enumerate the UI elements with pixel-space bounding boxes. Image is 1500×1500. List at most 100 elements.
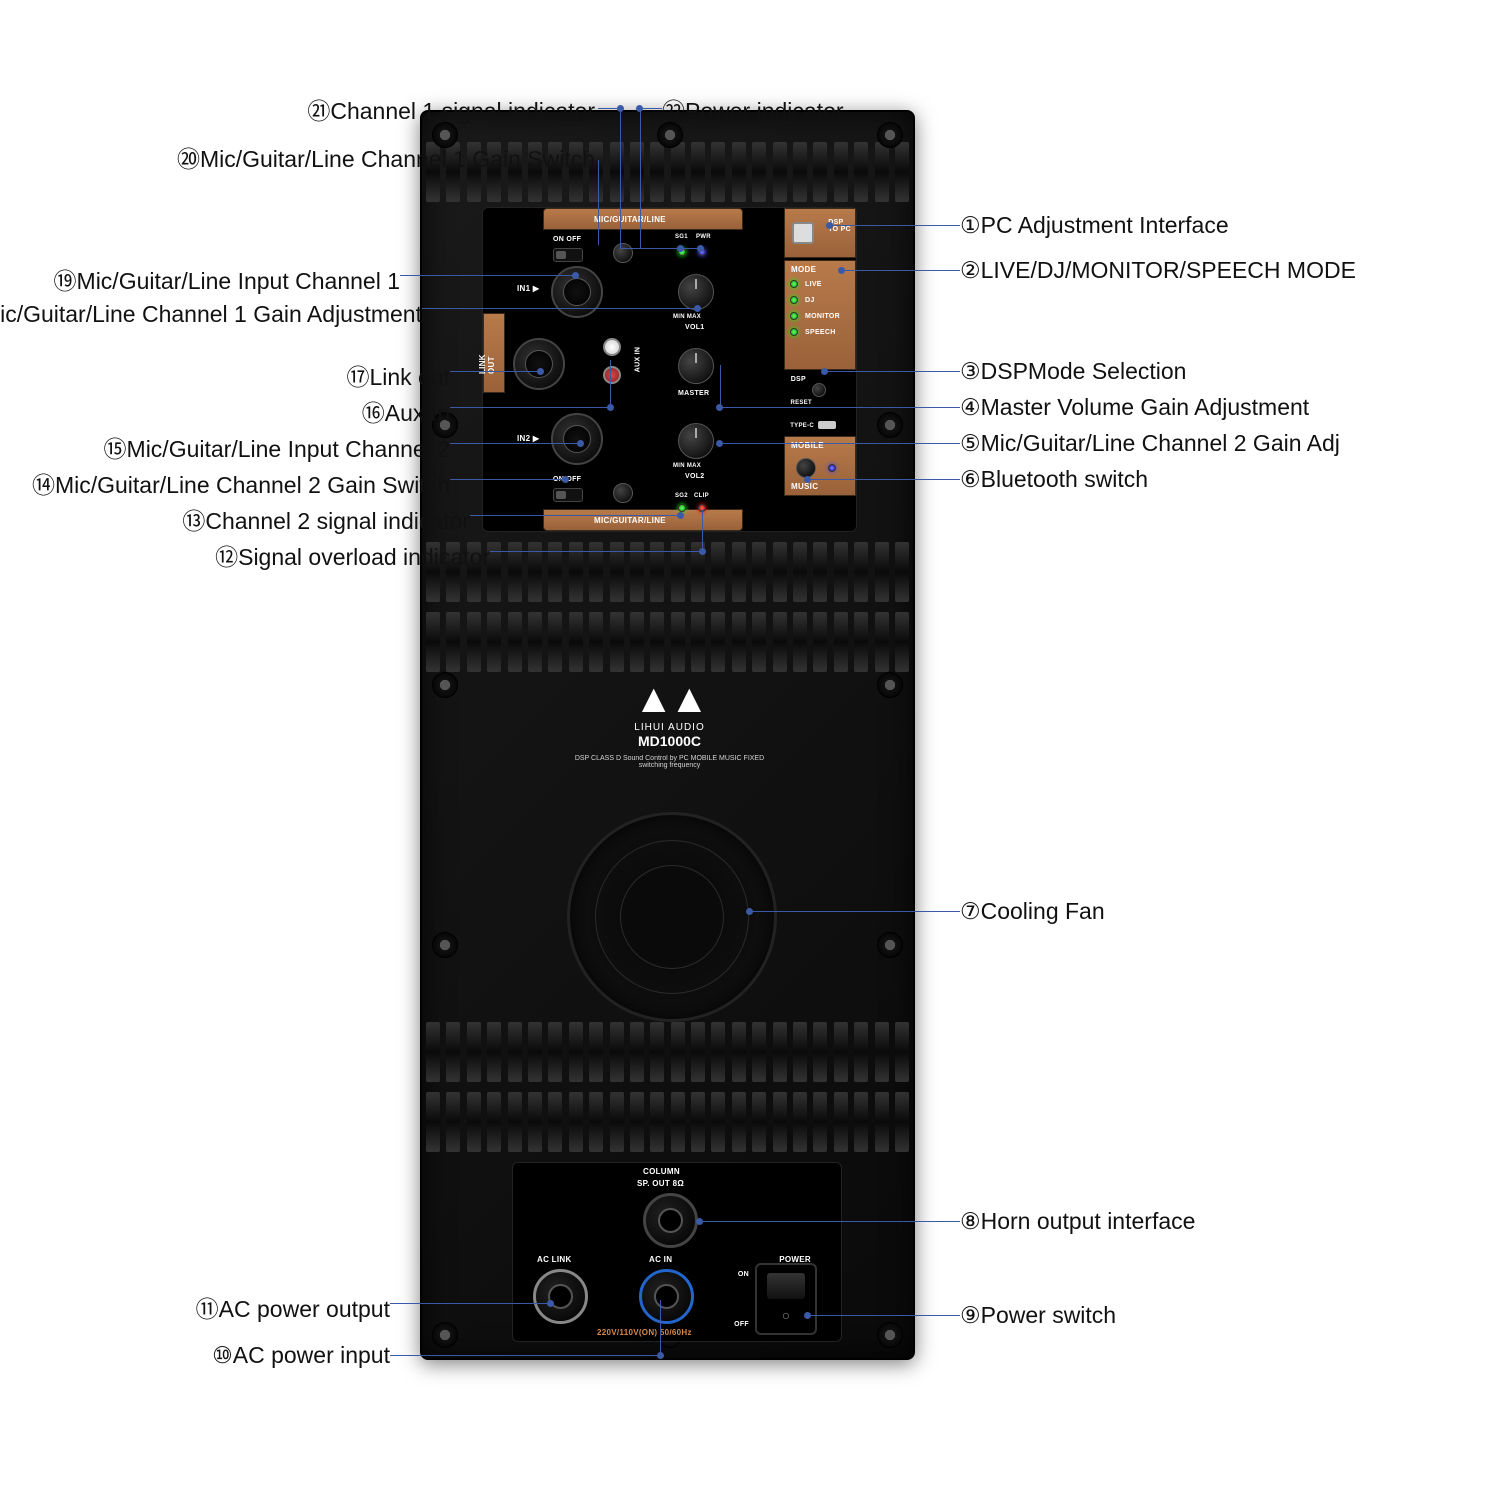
callout-22: ㉒Power indicator <box>662 92 844 126</box>
column-label: COLUMN <box>643 1167 680 1176</box>
monitor-led <box>790 312 798 320</box>
in2-xlr-jack <box>551 413 603 465</box>
in1-xlr-jack <box>551 266 603 318</box>
callout-19: ⑲Mic/Guitar/Line Input Channel 1 <box>54 262 400 296</box>
power-rocker-switch <box>755 1263 817 1335</box>
mic-guitar-line-label: MIC/GUITAR/LINE <box>594 215 666 224</box>
ch1-signal-led <box>678 248 686 256</box>
mic-guitar-line-label-2: MIC/GUITAR/LINE <box>594 516 666 525</box>
bluetooth-led <box>828 464 836 472</box>
sp-out-label: SP. OUT 8Ω <box>637 1179 684 1188</box>
live-led <box>790 280 798 288</box>
callout-5: ⑤Mic/Guitar/Line Channel 2 Gain Adj <box>960 430 1340 457</box>
brand-label: LIHUI AUDIO <box>562 722 777 733</box>
brand-logo: ▲▲ LIHUI AUDIO MD1000C DSP CLASS D Sound… <box>562 677 777 777</box>
dsp-label: DSP <box>791 376 806 383</box>
callout-2: ②LIVE/DJ/MONITOR/SPEECH MODE <box>960 257 1356 284</box>
type-c-port <box>818 421 836 429</box>
sg1-label: SG1 <box>675 234 688 240</box>
callout-7: ⑦Cooling Fan <box>960 898 1105 925</box>
vol2-minmax: MIN MAX <box>673 463 701 469</box>
label-strip: MIC/GUITAR/LINE <box>543 509 743 531</box>
vol1-minmax: MIN MAX <box>673 314 701 320</box>
bluetooth-button <box>796 458 816 478</box>
leader-line <box>640 108 662 109</box>
screw <box>432 932 458 958</box>
live-label: LIVE <box>805 281 822 288</box>
aux-rca-red <box>603 366 621 384</box>
mobile-label: MOBILE <box>791 441 824 450</box>
music-label: MUSIC <box>791 482 818 491</box>
callout-21: ㉑Channel 1 signal indicator <box>307 92 595 126</box>
label-strip: MOBILE MUSIC <box>784 436 856 496</box>
speaker-out-jack <box>643 1193 698 1248</box>
speech-label: SPEECH <box>805 329 836 336</box>
callout-14: ⑭Mic/Guitar/Line Channel 2 Gain Switch <box>32 466 450 500</box>
callout-4: ④Master Volume Gain Adjustment <box>960 394 1309 421</box>
callout-16: ⑯Aux In <box>362 394 450 428</box>
feature-badges: DSP CLASS D Sound Control by PC MOBILE M… <box>562 755 777 769</box>
speech-led <box>790 328 798 336</box>
monitor-label: MONITOR <box>805 313 840 320</box>
callout-3: ③DSPMode Selection <box>960 358 1186 385</box>
reset-label: RESET <box>790 400 812 406</box>
ac-link-jack <box>533 1269 588 1324</box>
aux-rca-white <box>603 338 621 356</box>
ch2-mic-line-button <box>613 483 633 503</box>
dsp-to-pc-label: DSP TO PC <box>828 219 851 233</box>
ch1-gain-switch <box>553 248 583 262</box>
cooling-fan <box>567 812 777 1022</box>
ch2-signal-led <box>678 504 686 512</box>
in1-label: IN1 ▶ <box>517 284 539 293</box>
amplifier-panel: MIC/GUITAR/LINE LINK OUT DSP TO PC MODE … <box>420 110 915 1360</box>
heatsink-fins <box>426 1022 909 1082</box>
vol1-knob <box>678 274 714 310</box>
sg2-label: SG2 <box>675 493 688 499</box>
heatsink-fins <box>426 612 909 672</box>
callout-18: ⑱Mic/Guitar/Line Channel 1 Gain Adjustme… <box>0 295 422 329</box>
on-off-label: ON OFF <box>553 236 581 243</box>
screw <box>877 412 903 438</box>
ch2-gain-switch <box>553 488 583 502</box>
vol1-label: VOL1 <box>685 324 704 331</box>
usb-b-port <box>792 222 814 244</box>
mode-label: MODE <box>791 265 816 274</box>
master-knob <box>678 348 714 384</box>
power-panel: COLUMN SP. OUT 8Ω AC LINK AC IN POWER ON… <box>512 1162 842 1342</box>
model-label: MD1000C <box>562 733 777 749</box>
leader-line <box>598 108 620 109</box>
screw <box>877 672 903 698</box>
vol2-knob <box>678 423 714 459</box>
screw <box>877 932 903 958</box>
callout-6: ⑥Bluetooth switch <box>960 466 1148 493</box>
control-panel: MIC/GUITAR/LINE LINK OUT DSP TO PC MODE … <box>482 207 857 532</box>
callout-11: ⑪AC power output <box>196 1290 390 1324</box>
ac-link-label: AC LINK <box>537 1255 572 1264</box>
callout-10: ⑩AC power input <box>212 1342 390 1369</box>
callout-9: ⑨Power switch <box>960 1302 1116 1329</box>
heatsink-fins <box>426 1092 909 1152</box>
label-strip: MIC/GUITAR/LINE <box>543 208 743 230</box>
callout-15: ⑮Mic/Guitar/Line Input Channel 2 <box>104 430 450 464</box>
master-label: MASTER <box>678 390 709 397</box>
off-label: OFF <box>734 1321 749 1328</box>
on-label: ON <box>738 1271 749 1278</box>
type-c-label: TYPE-C <box>790 423 814 429</box>
dsp-button <box>812 383 826 397</box>
logo-icon: ▲▲ <box>562 677 777 722</box>
callout-13: ⑬Channel 2 signal indicator <box>182 502 470 536</box>
clip-led <box>698 504 706 512</box>
callout-20: ⑳Mic/Guitar/Line Channel 1 Gain Switch <box>177 140 595 174</box>
callout-8: ⑧Horn output interface <box>960 1208 1195 1235</box>
in2-label: IN2 ▶ <box>517 434 539 443</box>
ch1-mic-line-button <box>613 243 633 263</box>
label-strip: LINK OUT <box>483 313 505 393</box>
callout-12: ⑫Signal overload indicator <box>215 538 490 572</box>
screw <box>432 672 458 698</box>
dj-led <box>790 296 798 304</box>
callout-1: ①PC Adjustment Interface <box>960 212 1229 239</box>
power-led <box>698 248 706 256</box>
link-out-label: LINK OUT <box>478 340 496 374</box>
screw <box>877 122 903 148</box>
ac-in-jack <box>639 1269 694 1324</box>
